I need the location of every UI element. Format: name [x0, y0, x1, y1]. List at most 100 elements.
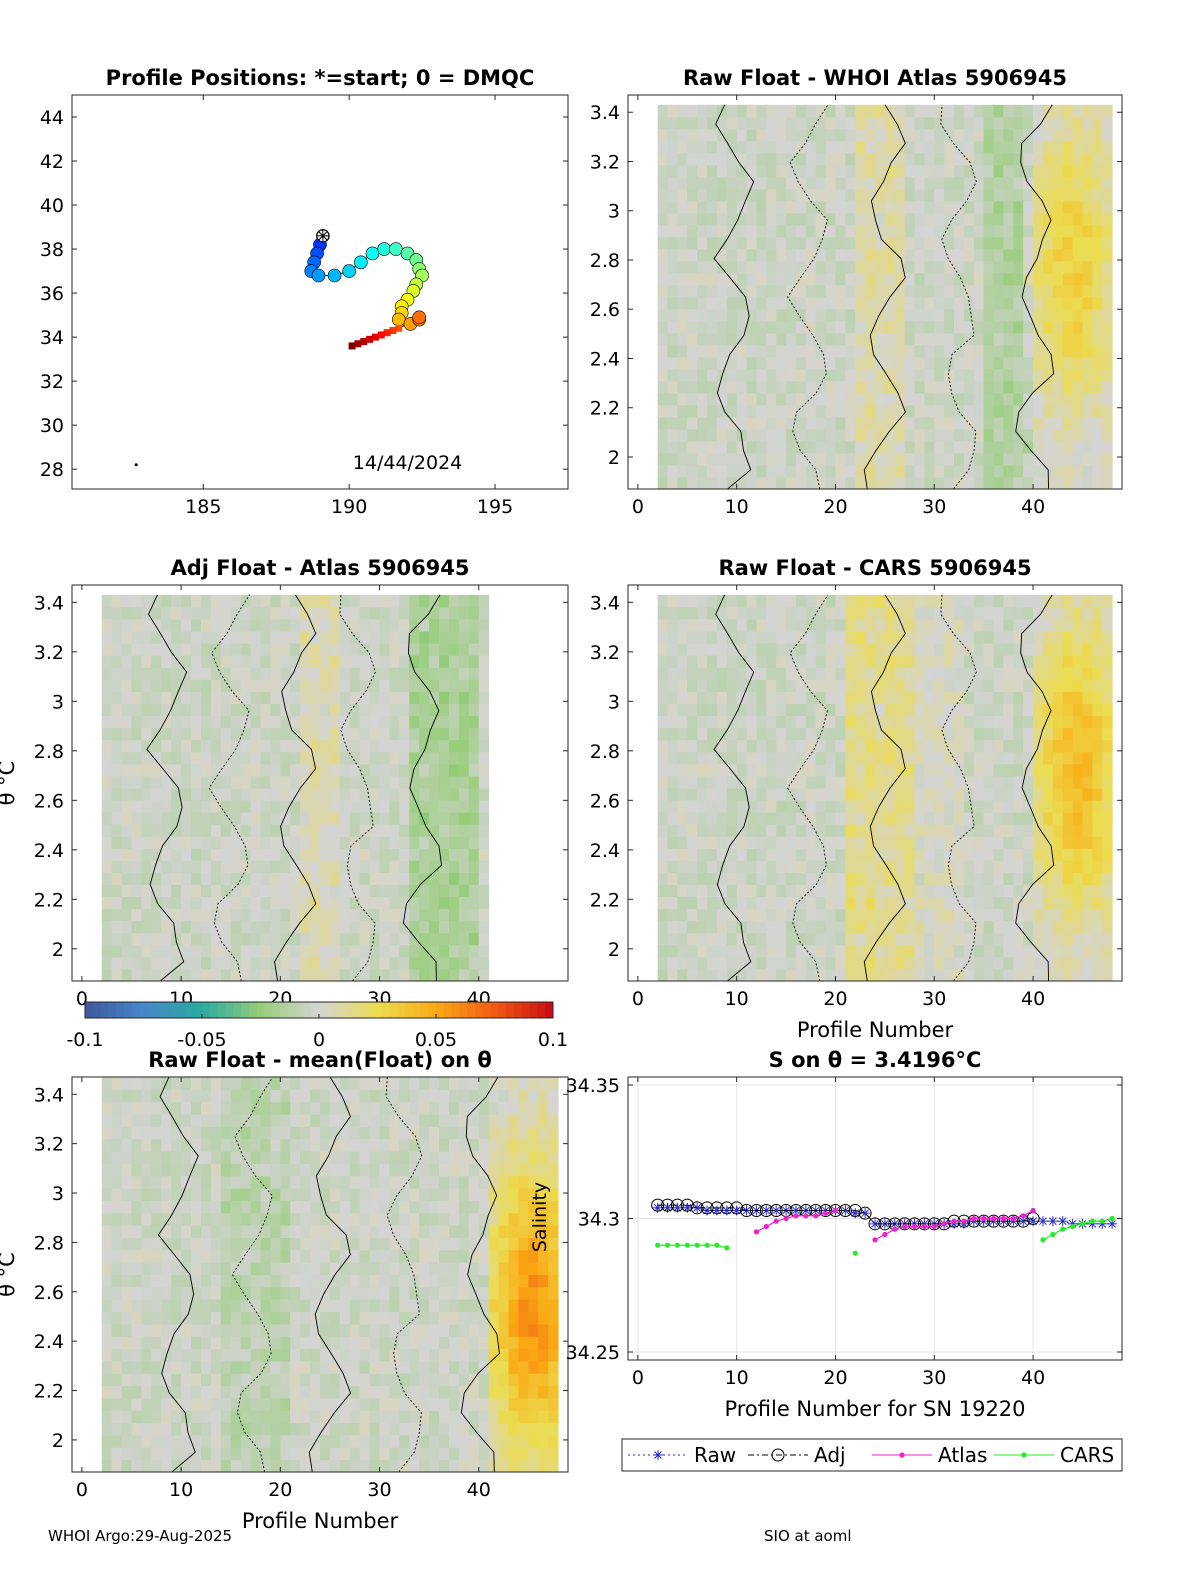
raw_whoi-cell: [707, 452, 718, 466]
raw_cars-cell: [1082, 848, 1093, 861]
adj_atlas-cell: [260, 667, 271, 680]
raw_cars-cell: [1042, 606, 1054, 620]
adj_atlas-cell: [339, 848, 351, 861]
adj_atlas-cell: [439, 619, 450, 632]
adj_atlas-cell: [419, 703, 430, 717]
raw_whoi-cell: [973, 308, 985, 322]
raw_cars-cell: [1072, 703, 1083, 717]
raw_whoi-cell: [973, 392, 985, 406]
raw_whoi-cell: [1092, 140, 1103, 154]
raw_whoi-cell: [815, 104, 827, 118]
raw_whoi-cell: [815, 320, 827, 334]
raw_mean-cell: [220, 1126, 232, 1140]
raw_whoi-cell: [845, 104, 856, 118]
raw_cars-cell: [904, 594, 916, 608]
adj_atlas-cell: [210, 703, 222, 717]
raw_mean-cell: [101, 1422, 113, 1436]
raw_mean-cell: [230, 1200, 242, 1214]
raw_mean-cell: [171, 1373, 182, 1387]
raw_mean-cell: [111, 1299, 123, 1313]
raw_mean-cell: [220, 1262, 232, 1275]
adj_atlas-cell: [141, 703, 152, 717]
adj_atlas-cell: [320, 715, 331, 729]
adj_atlas-cell: [250, 619, 261, 632]
raw_whoi-cell: [875, 116, 886, 130]
raw_cars-cell: [855, 944, 866, 958]
raw_whoi-cell: [657, 416, 669, 430]
adj_atlas-cell: [300, 715, 311, 729]
raw_cars-cell: [687, 812, 698, 825]
raw_cars-cell: [657, 860, 669, 873]
raw_whoi-cell: [1092, 116, 1103, 130]
raw_mean-cell: [181, 1336, 192, 1350]
adj_atlas-cell: [310, 775, 321, 789]
raw_cars-cell: [707, 860, 718, 873]
raw_whoi-cell: [963, 248, 975, 262]
raw_whoi-cell: [667, 140, 678, 154]
positions-ytick-label: 40: [40, 195, 64, 217]
raw_mean-cell: [181, 1434, 192, 1448]
adj_atlas-cell: [171, 872, 182, 885]
raw_whoi-cell: [687, 332, 698, 346]
adj_atlas-cell: [359, 679, 371, 692]
raw_cars-cell: [746, 920, 757, 934]
raw_cars-cell: [983, 812, 995, 825]
raw_whoi-cell: [1072, 320, 1083, 334]
raw_whoi-cell: [865, 392, 876, 406]
raw_whoi-cell: [1102, 380, 1113, 394]
raw_cars-cell: [973, 727, 985, 741]
raw_whoi-cell: [1102, 212, 1113, 226]
raw_whoi-cell: [795, 116, 807, 130]
raw_whoi-cell: [1042, 116, 1054, 130]
raw_whoi-cell: [1102, 164, 1113, 178]
raw_whoi-cell: [667, 188, 678, 202]
raw_cars-cell: [934, 655, 945, 668]
raw_cars-cell: [1062, 787, 1074, 801]
raw_mean-cell: [220, 1212, 232, 1226]
raw_whoi-cell: [716, 176, 728, 190]
raw_cars-cell: [835, 594, 846, 608]
raw_mean-cell: [270, 1163, 281, 1177]
raw_whoi-cell: [1013, 152, 1024, 166]
raw_cars-cell: [805, 848, 817, 861]
raw_cars-cell: [786, 812, 797, 825]
adj_atlas-cell: [210, 956, 222, 970]
raw_cars-cell: [1102, 968, 1113, 982]
adj_atlas-cell: [131, 667, 142, 680]
adj_atlas-cell: [220, 631, 232, 644]
raw_whoi-cell: [1042, 344, 1054, 358]
adj_atlas-cell: [171, 920, 182, 934]
raw_whoi-contour: [863, 104, 906, 490]
adj_atlas-cell: [458, 944, 470, 958]
raw_whoi-cell: [1042, 284, 1054, 298]
raw_cars-cell: [736, 824, 748, 837]
adj_atlas-cell: [300, 703, 311, 717]
raw_whoi-cell: [1052, 404, 1064, 418]
adj_atlas-cell: [101, 594, 113, 608]
raw_whoi-cell: [904, 272, 916, 286]
raw_cars-cell: [1042, 667, 1054, 680]
raw_whoi-cell: [1052, 212, 1064, 226]
adj_atlas-cell: [171, 775, 182, 789]
raw_cars-cell: [716, 727, 728, 741]
adj_atlas-cell: [111, 812, 123, 825]
raw_mean-cell: [280, 1434, 291, 1448]
adj_atlas-cell: [171, 824, 182, 837]
adj_atlas-cell: [191, 908, 202, 922]
adj_atlas-cell: [240, 836, 252, 849]
raw_mean-cell: [210, 1323, 222, 1337]
raw_whoi-cell: [736, 164, 748, 178]
raw_mean-cell: [131, 1410, 142, 1424]
raw_cars-cell: [1003, 824, 1014, 837]
raw_cars-cell: [954, 679, 965, 692]
raw_cars-cell: [776, 655, 787, 668]
raw_mean-cell: [220, 1336, 232, 1350]
adj_atlas-cell: [161, 691, 172, 704]
raw_mean-cell: [131, 1212, 142, 1226]
adj_atlas-cell: [141, 812, 152, 825]
raw_mean-cell: [131, 1151, 142, 1164]
raw_cars-cell: [1042, 703, 1054, 717]
raw_mean-cell: [161, 1089, 172, 1103]
raw_whoi-cell: [716, 296, 728, 310]
